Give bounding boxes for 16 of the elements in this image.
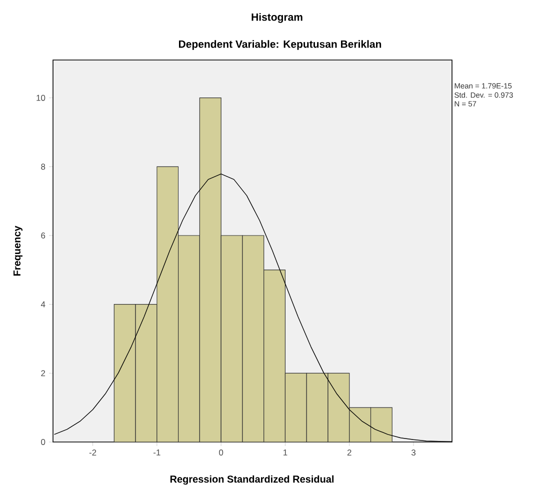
x-tick-label: 2: [347, 450, 352, 456]
chart-title: Histogram: [252, 13, 302, 23]
y-tick-label: 4: [40, 301, 46, 308]
x-tick-label: 0: [219, 450, 224, 456]
y-axis-title: Frequency: [14, 226, 22, 276]
y-tick-label: 8: [41, 164, 46, 170]
y-tick-label: 10: [36, 94, 46, 101]
x-tick-label: 3: [411, 450, 416, 456]
y-tick-label: 6: [41, 232, 46, 239]
chart-subtitle: Dependent Variable: Keputusan Beriklan: [178, 40, 382, 50]
x-tick-label: -2: [89, 450, 96, 456]
y-tick-label: 0: [41, 438, 46, 446]
x-axis-title: Regression Standardized Residual: [170, 475, 334, 485]
x-tick-label: -1: [154, 450, 160, 456]
y-tick-label: 2: [41, 370, 46, 376]
x-tick-label: 1: [284, 450, 288, 456]
